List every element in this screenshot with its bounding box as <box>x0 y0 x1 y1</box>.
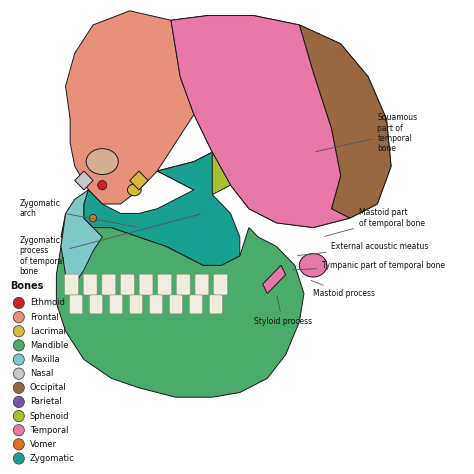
Text: Sphenoid: Sphenoid <box>30 411 69 420</box>
FancyBboxPatch shape <box>190 295 202 314</box>
Text: Mandible: Mandible <box>30 341 68 350</box>
FancyBboxPatch shape <box>120 274 134 295</box>
Text: Zygomatic
process
of temporal
bone: Zygomatic process of temporal bone <box>20 214 201 276</box>
Polygon shape <box>171 16 391 228</box>
FancyBboxPatch shape <box>170 295 182 314</box>
Text: Mastoid part
of temporal bone: Mastoid part of temporal bone <box>325 209 425 236</box>
FancyBboxPatch shape <box>109 295 122 314</box>
Text: Frontal: Frontal <box>30 313 59 321</box>
Text: External acoustic meatus: External acoustic meatus <box>298 242 429 255</box>
FancyBboxPatch shape <box>90 295 102 314</box>
FancyBboxPatch shape <box>83 274 97 295</box>
FancyBboxPatch shape <box>129 295 143 314</box>
Text: Ethmoid: Ethmoid <box>30 299 64 308</box>
FancyBboxPatch shape <box>210 295 222 314</box>
Circle shape <box>13 368 24 379</box>
Ellipse shape <box>86 149 118 174</box>
Text: Bones: Bones <box>10 281 44 291</box>
Circle shape <box>90 214 97 222</box>
Circle shape <box>13 396 24 408</box>
Circle shape <box>98 181 107 190</box>
Text: Zygomatic: Zygomatic <box>30 454 74 463</box>
Text: Parietal: Parietal <box>30 397 62 406</box>
Text: Lacrimal: Lacrimal <box>30 327 66 336</box>
Polygon shape <box>130 171 148 190</box>
Text: Maxilla: Maxilla <box>30 355 59 364</box>
FancyBboxPatch shape <box>176 274 190 295</box>
Circle shape <box>13 354 24 365</box>
Circle shape <box>13 382 24 393</box>
Circle shape <box>13 453 24 464</box>
Circle shape <box>13 340 24 351</box>
Polygon shape <box>171 16 350 228</box>
Polygon shape <box>263 265 286 293</box>
Text: Squamous
part of
temporal
bone: Squamous part of temporal bone <box>316 113 418 154</box>
Circle shape <box>13 297 24 309</box>
FancyBboxPatch shape <box>150 295 163 314</box>
Text: Vomer: Vomer <box>30 440 57 449</box>
Polygon shape <box>75 171 93 190</box>
FancyBboxPatch shape <box>158 274 172 295</box>
Polygon shape <box>56 213 304 397</box>
Text: Nasal: Nasal <box>30 369 53 378</box>
Text: Mastoid process: Mastoid process <box>311 281 375 298</box>
Polygon shape <box>61 190 102 284</box>
Ellipse shape <box>128 184 141 196</box>
FancyBboxPatch shape <box>214 274 228 295</box>
Text: Tympanic part of temporal bone: Tympanic part of temporal bone <box>293 261 445 270</box>
Circle shape <box>13 438 24 450</box>
Polygon shape <box>157 152 231 195</box>
Polygon shape <box>300 25 391 218</box>
Text: Styloid process: Styloid process <box>254 296 311 326</box>
FancyBboxPatch shape <box>139 274 153 295</box>
Text: Occipital: Occipital <box>30 383 66 392</box>
FancyBboxPatch shape <box>195 274 209 295</box>
Circle shape <box>13 311 24 323</box>
Text: Zygomatic
arch: Zygomatic arch <box>20 199 136 227</box>
Circle shape <box>13 425 24 436</box>
Circle shape <box>13 326 24 337</box>
Ellipse shape <box>300 254 327 277</box>
FancyBboxPatch shape <box>102 274 116 295</box>
Polygon shape <box>65 11 194 204</box>
Circle shape <box>13 410 24 422</box>
Text: Temporal: Temporal <box>30 426 68 435</box>
FancyBboxPatch shape <box>70 295 82 314</box>
Polygon shape <box>84 152 240 265</box>
FancyBboxPatch shape <box>64 274 78 295</box>
